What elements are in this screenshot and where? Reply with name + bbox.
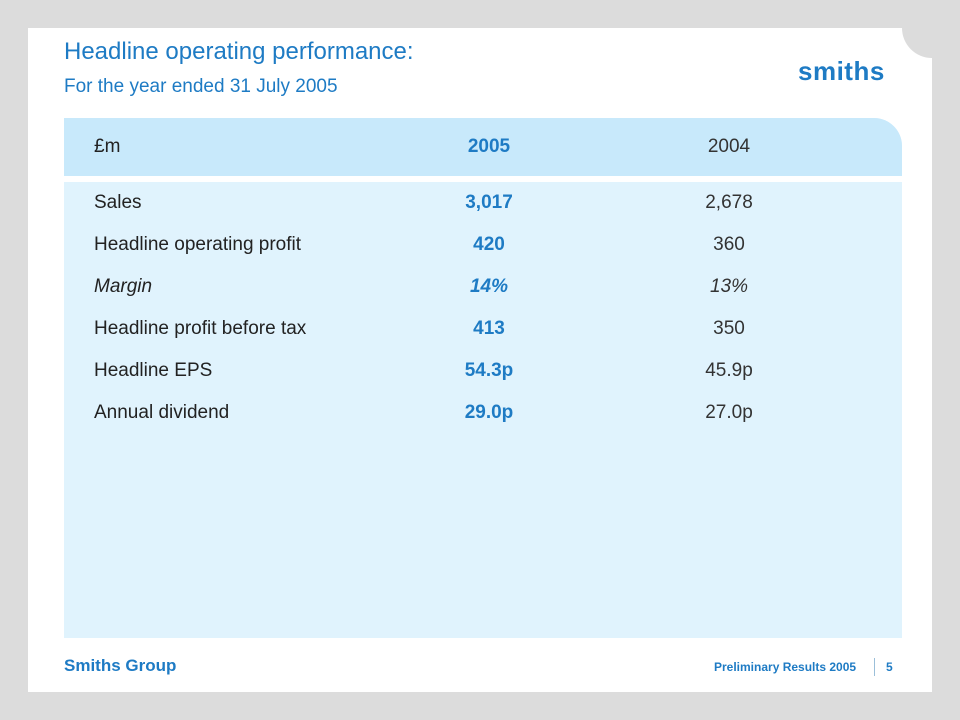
row-value-2004: 13% — [709, 276, 749, 297]
slide-subtitle: For the year ended 31 July 2005 — [64, 76, 338, 97]
row-value-2004: 45.9p — [705, 360, 753, 381]
page-number: 5 — [886, 660, 893, 674]
row-label: Headline EPS — [94, 360, 213, 381]
row-value-2005: 3,017 — [465, 192, 513, 213]
footer-title: Preliminary Results 2005 — [714, 660, 857, 674]
header-2004: 2004 — [707, 136, 751, 157]
row-value-2005: 420 — [473, 234, 505, 255]
header-2005: 2005 — [467, 136, 511, 157]
header-divider — [64, 176, 902, 182]
row-label: Headline operating profit — [94, 234, 302, 255]
row-value-2005: 54.3p — [464, 360, 514, 381]
row-value-2004: 2,678 — [705, 192, 753, 213]
row-value-2004: 350 — [713, 318, 745, 339]
slide-title: Headline operating performance: — [64, 38, 414, 65]
slide-corner — [902, 28, 932, 58]
slide: Headline operating performance: For the … — [28, 28, 932, 692]
row-label: Margin — [94, 276, 153, 297]
header-unit: £m — [94, 136, 121, 157]
row-value-2004: 27.0p — [705, 402, 753, 423]
footer-divider — [874, 658, 875, 676]
row-value-2005: 413 — [473, 318, 505, 339]
row-value-2005: 29.0p — [464, 402, 514, 423]
footer-brand: Smiths Group — [64, 656, 177, 675]
row-value-2004: 360 — [713, 234, 745, 255]
performance-table: £m 2005 2004 Sales 3,017 2,678 Headline … — [64, 118, 902, 638]
row-value-2005: 14% — [469, 276, 509, 297]
row-label: Annual dividend — [94, 402, 230, 423]
row-label: Sales — [94, 192, 142, 213]
row-label: Headline profit before tax — [94, 318, 307, 339]
table-header: £m 2005 2004 — [64, 118, 902, 176]
smiths-logo: smiths — [798, 56, 885, 86]
